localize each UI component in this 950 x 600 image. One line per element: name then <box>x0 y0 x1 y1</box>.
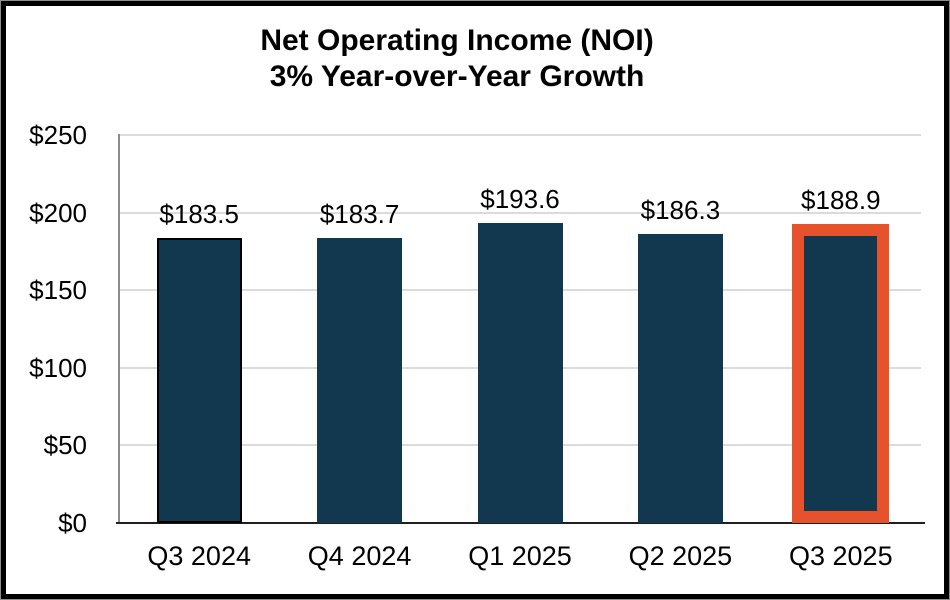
gridline <box>119 134 921 136</box>
x-axis-tick-label: Q3 2024 <box>147 541 251 571</box>
y-axis-tick-label: $200 <box>29 197 87 228</box>
y-axis-tick-label: $250 <box>29 120 87 150</box>
x-axis-tick-label: Q2 2025 <box>628 541 733 571</box>
x-axis-line <box>116 522 925 524</box>
bar-highlighted <box>792 223 890 523</box>
y-axis-tick-label: $50 <box>43 430 87 461</box>
y-axis-tick-label: $100 <box>29 352 87 383</box>
chart-subtitle: 3% Year-over-Year Growth <box>269 60 645 93</box>
x-axis-tick-label: Q4 2024 <box>307 541 412 571</box>
bar <box>317 237 403 523</box>
chart-title: Net Operating Income (NOI) <box>260 24 654 57</box>
bar-outlined <box>156 238 242 523</box>
y-axis-tick-label: $0 <box>58 508 87 538</box>
bar <box>637 233 723 523</box>
bar <box>477 222 563 523</box>
bar-value-label: $183.7 <box>319 198 400 229</box>
chart-title-block: Net Operating Income (NOI) 3% Year-over-… <box>1 23 913 95</box>
y-axis-tick-label: $150 <box>29 275 87 306</box>
x-axis-tick-label: Q3 2025 <box>789 541 893 571</box>
x-axis-tick-label: Q1 2025 <box>468 541 572 571</box>
y-axis-line <box>118 134 120 524</box>
bar-value-label: $188.9 <box>801 184 881 215</box>
bar-value-label: $183.5 <box>159 199 239 230</box>
bar-value-label: $193.6 <box>480 183 560 214</box>
bar-value-label: $186.3 <box>640 194 721 225</box>
gridline <box>119 211 921 214</box>
